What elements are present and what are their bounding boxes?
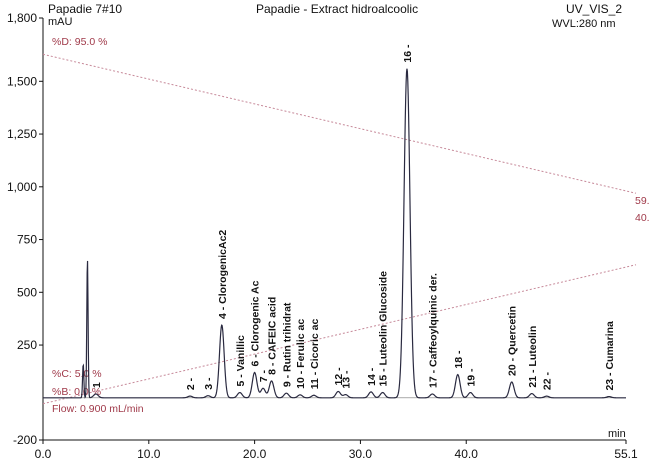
peak-label-7: 7 - xyxy=(258,370,270,383)
gradient-c-line xyxy=(42,264,637,405)
peak-label-10: 10 - Ferulic ac xyxy=(295,319,307,389)
gradient-d-start-label: %D: 95.0 % xyxy=(52,36,108,48)
y-tick-label-0: 1,800 xyxy=(7,11,37,25)
peak-label-22: 22 - xyxy=(542,372,554,391)
peak-label-9: 9 - Rutin trihidrat xyxy=(281,302,293,387)
detector-channel: UV_VIS_2 xyxy=(566,2,623,16)
peak-label-4: 4 - ClorogenicAc2 xyxy=(217,230,229,319)
wavelength-label: WVL:280 nm xyxy=(552,18,616,30)
x-tick-label-5: 55.1 xyxy=(614,447,638,461)
peak-label-8: 8 - CAFEIC acid xyxy=(267,297,279,375)
gradient-d-end-label: 59. xyxy=(635,195,650,207)
y-tick-label-2: 1,250 xyxy=(7,127,37,141)
x-axis-unit-label: min xyxy=(608,428,626,440)
peak-label-5: 5 - Vanillic xyxy=(235,335,247,387)
peak-label-17: 17 - Caffeoylquinic der. xyxy=(427,273,439,388)
peak-label-15: 15 - Luteolin Glucoside xyxy=(378,271,390,387)
peak-label-3: 3 - xyxy=(203,377,215,390)
peak-label-14: 14 - xyxy=(366,367,378,386)
peak-label-2: 2 - xyxy=(185,377,197,390)
peak-label-19: 19 - xyxy=(465,368,477,387)
peak-label-6: 6 - Clorogenic Ac xyxy=(250,280,262,366)
peak-label-20: 20 - Quercetin xyxy=(507,306,519,376)
peak-label-1: 1 xyxy=(91,382,103,388)
peak-label-23: 23 - Cumarina xyxy=(604,321,616,391)
gradient-c-end-label: 40. xyxy=(635,212,650,224)
peak-label-21: 21 - Luteolin xyxy=(527,326,539,388)
x-tick-label-2: 20.0 xyxy=(243,447,267,461)
peak-label-16: 16 - xyxy=(402,44,414,63)
gradient-d-line xyxy=(42,53,637,194)
flow-rate-label: Flow: 0.900 mL/min xyxy=(52,403,144,415)
x-tick-label-3: 30.0 xyxy=(349,447,373,461)
y-tick-label-3: 1,000 xyxy=(7,180,37,194)
peak-label-12: 12 - xyxy=(333,367,345,386)
x-tick-label-4: 40.0 xyxy=(455,447,479,461)
y-tick-label-5: 500 xyxy=(17,285,37,299)
chromatogram-trace xyxy=(43,68,626,399)
peak-label-11: 11 - Cicoric ac xyxy=(309,318,321,389)
sample-name: Papadie 7#10 xyxy=(48,2,123,16)
y-tick-label-7: -200 xyxy=(13,433,37,447)
y-tick-label-1: 1,500 xyxy=(7,74,37,88)
peak-label-13: 13 - xyxy=(341,370,353,389)
y-axis-label: mAU xyxy=(48,16,73,28)
x-tick-label-0: 0.0 xyxy=(35,447,52,461)
peak-label-18: 18 - xyxy=(453,350,465,369)
chart-title: Papadie - Extract hidroalcoolic xyxy=(256,2,419,16)
x-tick-label-1: 10.0 xyxy=(137,447,161,461)
y-tick-label-4: 750 xyxy=(17,233,37,247)
y-tick-label-6: 250 xyxy=(17,338,37,352)
